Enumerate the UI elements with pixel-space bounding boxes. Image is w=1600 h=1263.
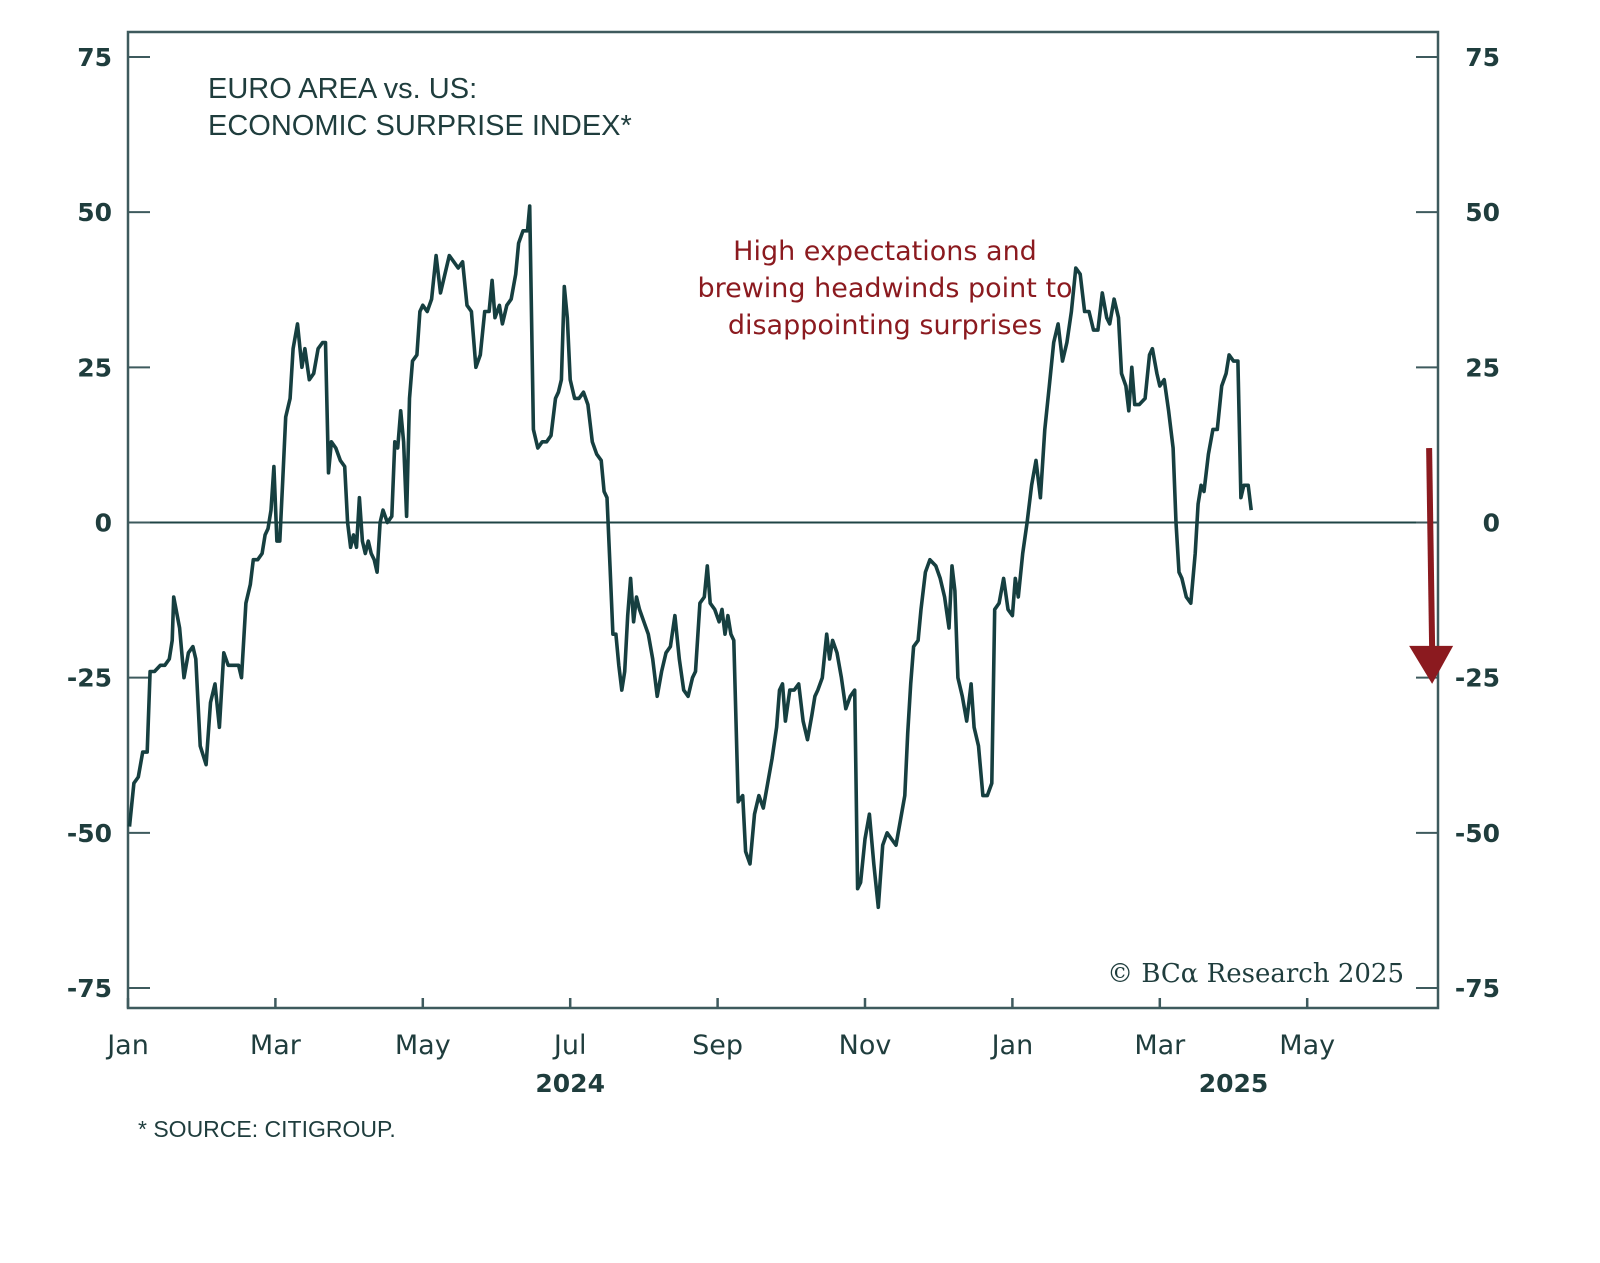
y-tick-label-left: 0 [95, 509, 112, 538]
y-tick-label-left: -50 [67, 819, 112, 848]
y-tick-label-right: 50 [1465, 198, 1500, 227]
y-tick-label-right: -50 [1455, 819, 1500, 848]
y-tick-label-right: 0 [1483, 509, 1500, 538]
plot-frame [126, 30, 1440, 1010]
arrow-head [1409, 645, 1454, 684]
annotation-line-1: High expectations and [733, 236, 1037, 267]
down-arrow-icon [1409, 447, 1454, 684]
chart-title-line-1: EURO AREA vs. US: [208, 73, 477, 105]
annotation-line-3: disappointing surprises [728, 310, 1042, 341]
year-label-2025: 2025 [1199, 1069, 1269, 1098]
y-tick-label-right: 75 [1465, 43, 1500, 72]
y-tick-label-left: -25 [67, 664, 112, 693]
series-line-euro-vs-us-surprise-index [127, 204, 1253, 910]
y-tick-label-left: -75 [67, 974, 112, 1003]
year-labels: 2024 2025 [535, 1069, 1268, 1098]
x-tick-label: Mar [1134, 1030, 1186, 1061]
y-axis-left: 75 50 25 0 -25 -50 -75 [67, 43, 150, 1003]
annotation-line-2: brewing headwinds point to [697, 273, 1072, 304]
source-note: * SOURCE: CITIGROUP. [138, 1116, 396, 1142]
x-tick-label: Mar [250, 1030, 302, 1061]
y-tick-label-left: 50 [77, 198, 112, 227]
y-tick-label-right: 25 [1465, 353, 1500, 382]
x-tick-label: Jul [552, 1030, 587, 1061]
arrow-shaft [1426, 447, 1436, 648]
y-tick-label-left: 75 [77, 43, 112, 72]
x-tick-label: Jan [990, 1030, 1034, 1061]
chart-title-line-2: ECONOMIC SURPRISE INDEX* [208, 110, 632, 142]
y-tick-label-left: 25 [77, 353, 112, 382]
x-axis: Jan Mar May Jul Sep Nov Jan Mar May [105, 998, 1335, 1061]
x-tick-label: May [395, 1030, 451, 1061]
x-tick-label: Sep [692, 1030, 743, 1061]
y-axis-right: 75 50 25 0 -25 -50 -75 [1416, 43, 1500, 1003]
copyright-label: © BCα Research 2025 [1107, 959, 1404, 989]
x-tick-label: Nov [839, 1030, 892, 1061]
y-tick-label-right: -75 [1455, 974, 1500, 1003]
y-tick-label-right: -25 [1455, 664, 1500, 693]
x-tick-label: Jan [105, 1030, 149, 1061]
year-label-2024: 2024 [535, 1069, 605, 1098]
x-tick-label: May [1279, 1030, 1335, 1061]
